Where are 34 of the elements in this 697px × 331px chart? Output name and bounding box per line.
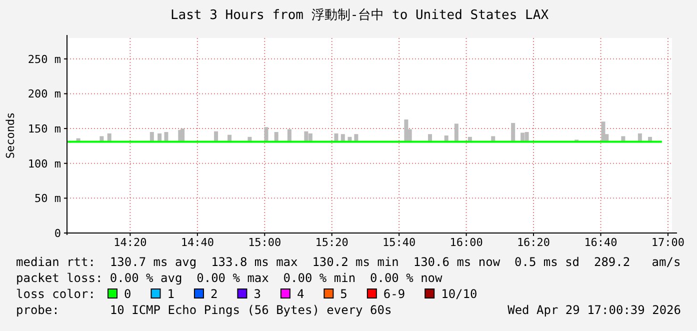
y-tick-label: 0	[54, 227, 61, 240]
y-tick-label: 100 m	[28, 157, 62, 170]
bar	[511, 122, 516, 142]
legend-label: 5	[340, 287, 348, 301]
text: packet loss: 0.00 % avg 0.00 % max 0.00 % min 0.00 % now	[16, 271, 444, 285]
x-tick-label: 16:20	[516, 236, 550, 249]
y-axis-title: Seconds	[4, 112, 17, 159]
y-tick-label: 150 m	[28, 122, 62, 136]
x-tick-label: 16:00	[450, 236, 483, 249]
text: probe: 10 ICMP Echo Pings (56 Bytes) every 60s	[16, 303, 392, 317]
legend-label: 6-9	[383, 287, 406, 301]
x-tick-label: 15:40	[382, 236, 416, 249]
legend-label: 0	[124, 287, 132, 301]
legend-title: loss color:	[16, 287, 96, 301]
chart-title: Last 3 Hours from 浮動制-台中 to United States LAX	[170, 8, 549, 23]
bar	[454, 124, 458, 142]
legend-label: 10/10	[441, 287, 478, 301]
x-tick-label: 15:00	[248, 236, 282, 249]
legend-label: 2	[210, 287, 218, 301]
text: median rtt: 130.7 ms avg 133.8 ms max 130.2 ms min 130.6 ms now 0.5 ms sd 289.2 am/s	[16, 255, 681, 269]
bar	[404, 119, 408, 142]
legend-label: 1	[167, 287, 174, 301]
x-tick-label: 17:00	[651, 236, 685, 249]
legend-label: 3	[254, 287, 261, 301]
bar	[264, 127, 268, 142]
legend-label: 4	[296, 287, 304, 301]
y-tick-label: 200 m	[28, 88, 62, 101]
text: Wed Apr 29 17:00:39 2026	[508, 303, 681, 317]
x-tick-label: 15:20	[315, 236, 348, 249]
x-tick-label: 14:20	[114, 236, 147, 249]
x-tick-label: 16:40	[584, 236, 618, 249]
y-tick-label: 250 m	[28, 52, 62, 66]
y-tick-label: 50 m	[34, 192, 62, 206]
x-tick-label: 14:40	[180, 236, 214, 249]
